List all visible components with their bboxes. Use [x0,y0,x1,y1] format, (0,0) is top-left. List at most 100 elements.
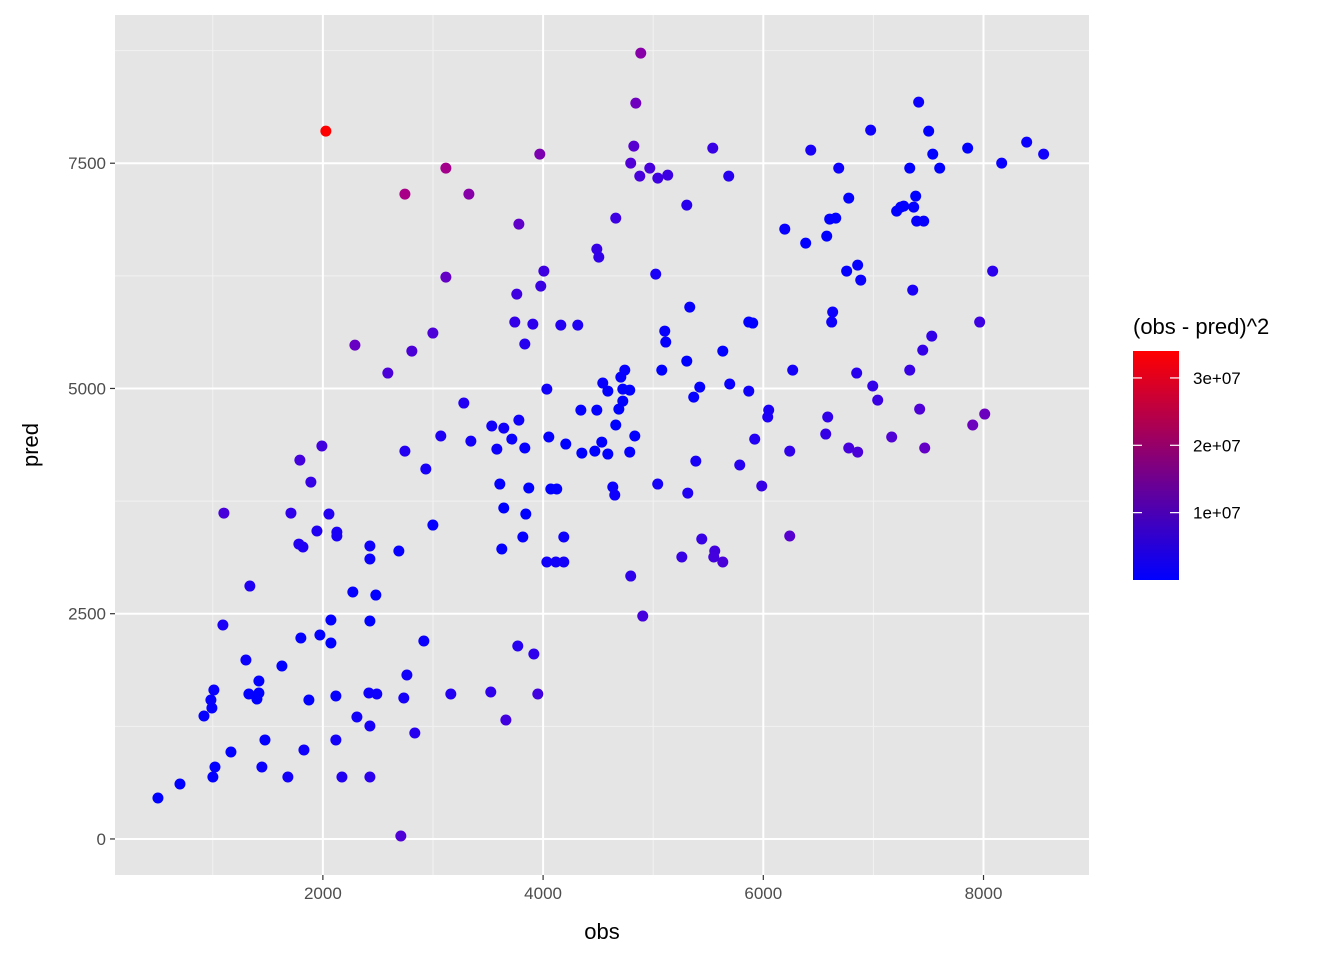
data-point [717,556,729,568]
data-point [330,690,342,702]
data-point [625,570,637,582]
x-tick-label: 2000 [304,884,342,903]
data-point [779,223,791,235]
data-point [708,551,720,563]
data-point [841,265,853,277]
data-point [152,792,164,804]
data-point [635,47,647,59]
data-point [543,431,555,443]
data-point [625,157,637,169]
data-point [872,394,884,406]
data-point [297,541,309,553]
data-point [630,97,642,109]
x-tick-label: 8000 [965,884,1003,903]
data-point [926,330,938,342]
data-point [918,215,930,227]
data-point [743,385,755,397]
data-point [331,530,343,542]
data-point [398,692,410,704]
data-point [637,610,649,622]
data-point [660,336,672,348]
data-point [830,212,842,224]
data-point [209,761,221,773]
data-point [325,637,337,649]
data-point [323,508,335,520]
y-tick-label: 7500 [68,154,106,173]
data-point [535,280,547,292]
data-point [644,162,656,174]
data-point [659,325,671,337]
data-point [987,265,999,277]
data-point [756,480,768,492]
data-point [576,447,588,459]
data-point [225,746,237,758]
data-point [919,442,931,454]
data-point [509,316,521,328]
data-point [591,404,603,416]
data-point [696,533,708,545]
data-point [723,170,735,182]
data-point [364,540,376,552]
data-point [538,265,550,277]
y-axis-title: pred [18,423,43,467]
data-point [572,319,584,331]
data-point [347,586,359,598]
x-tick-label: 6000 [744,884,782,903]
data-point [409,727,421,739]
data-point [787,364,799,376]
data-point [364,553,376,565]
data-point [609,489,621,501]
data-point [898,200,910,212]
data-point [833,162,845,174]
data-point [967,419,979,431]
data-point [602,385,614,397]
data-point [886,431,898,443]
data-point [253,687,265,699]
data-point [867,380,879,392]
data-point [506,433,518,445]
data-point [560,438,572,450]
data-point [617,395,629,407]
data-point [822,411,834,423]
data-point [491,443,503,455]
data-point [406,345,418,357]
data-point [852,446,864,458]
data-point [934,162,946,174]
data-point [962,142,974,154]
data-point [217,619,229,631]
data-point [440,162,452,174]
data-point [676,551,688,563]
data-point [734,459,746,471]
data-point [800,237,812,249]
data-point [690,455,702,467]
data-point [370,589,382,601]
data-point [523,482,535,494]
legend-tick-label: 3e+07 [1193,369,1241,388]
data-point [351,711,363,723]
data-point [244,580,256,592]
data-point [724,378,736,390]
data-point [494,478,506,490]
data-point [253,675,265,687]
data-point [427,327,439,339]
data-point [913,96,925,108]
data-point [517,531,529,543]
data-point [401,669,413,681]
data-point [458,397,470,409]
data-point [463,188,475,200]
data-point [694,381,706,393]
data-point [619,364,631,376]
data-point [496,543,508,555]
data-point [904,364,916,376]
data-point [910,190,922,202]
data-point [652,478,664,490]
data-point [420,463,432,475]
data-point [395,830,407,842]
data-point [927,148,939,160]
data-point [904,162,916,174]
data-point [979,408,991,420]
data-point [662,169,674,181]
data-point [784,445,796,457]
data-point [276,660,288,672]
y-tick-label: 5000 [68,379,106,398]
